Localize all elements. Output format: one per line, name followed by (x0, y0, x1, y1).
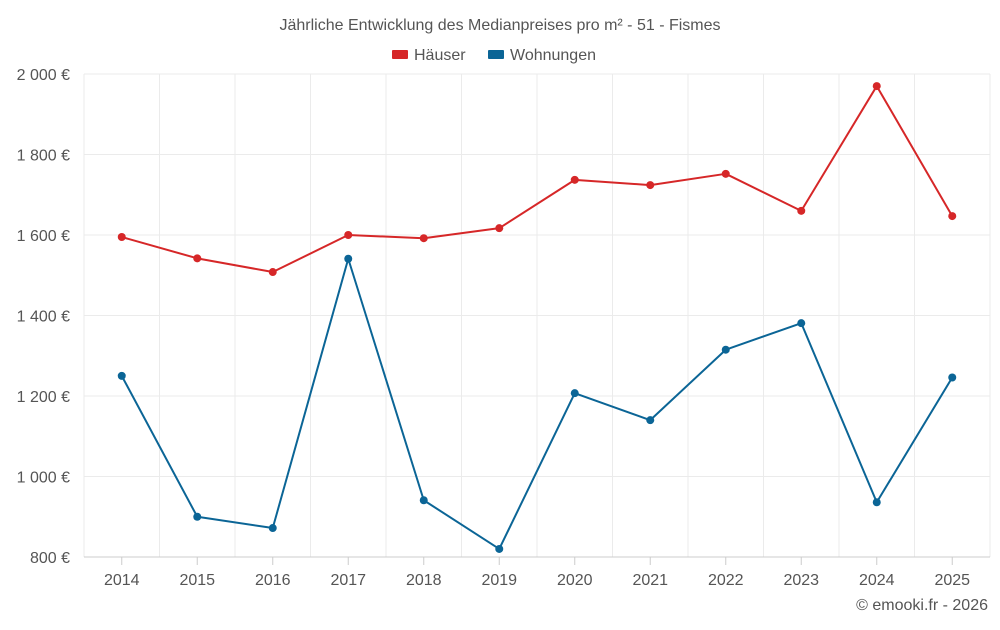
y-tick-label: 800 € (30, 550, 70, 567)
x-tick-label: 2019 (481, 572, 517, 589)
series-wohnungen: Wohnungen 2014: 1250 Wohnungen 2015: 900 W… (117, 254, 957, 553)
y-tick-label: 2 000 € (17, 67, 70, 84)
data-point-haeuser[interactable]: Häuser 2018: 1592 (419, 234, 428, 243)
data-point-haeuser[interactable]: Häuser 2014: 1595 (117, 233, 126, 242)
x-tick-label: 2018 (406, 572, 442, 589)
legend-swatch-haeuser (392, 50, 408, 59)
data-point-wohnungen[interactable]: Wohnungen 2022: 1315 (721, 345, 730, 354)
x-tick-label: 2025 (934, 572, 970, 589)
series: Häuser 2014: 1595 Häuser 2015: 1542 Häuser… (117, 82, 957, 553)
series-line-haeuser (120, 85, 954, 274)
credit-text: © emooki.fr - 2026 (856, 597, 988, 614)
data-point-haeuser[interactable]: Häuser 2025: 1647 (948, 212, 957, 221)
series-haeuser: Häuser 2014: 1595 Häuser 2015: 1542 Häuser… (117, 82, 957, 277)
y-tick-label: 1 000 € (17, 470, 70, 487)
y-tick-label: 1 600 € (17, 228, 70, 245)
data-point-haeuser[interactable]: Häuser 2022: 1752 (721, 169, 730, 178)
data-point-wohnungen[interactable]: Wohnungen 2019: 820 (495, 544, 504, 553)
data-point-wohnungen[interactable]: Wohnungen 2021: 1140 (646, 416, 655, 425)
x-tick-label: 2020 (557, 572, 593, 589)
data-point-wohnungen[interactable]: Wohnungen 2023: 1381 (797, 319, 806, 328)
legend-item-haeuser[interactable]: Häuser (392, 47, 466, 64)
x-tick-label: 2021 (632, 572, 668, 589)
x-tick-label: 2017 (330, 572, 366, 589)
data-point-haeuser[interactable]: Häuser 2015: 1542 (193, 254, 202, 263)
data-point-wohnungen[interactable]: Wohnungen 2014: 1250 (117, 371, 126, 380)
data-point-wohnungen[interactable]: Wohnungen 2015: 900 (193, 512, 202, 521)
data-point-haeuser[interactable]: Häuser 2020: 1737 (570, 175, 579, 184)
legend-swatch-wohnungen (488, 50, 504, 59)
legend-label-wohnungen: Wohnungen (510, 47, 596, 64)
x-tick-label: 2022 (708, 572, 744, 589)
data-point-wohnungen[interactable]: Wohnungen 2020: 1207 (570, 389, 579, 398)
legend-label-haeuser: Häuser (414, 47, 466, 64)
data-point-haeuser[interactable]: Häuser 2024: 1970 (872, 82, 881, 91)
x-tick-label: 2015 (179, 572, 215, 589)
data-point-haeuser[interactable]: Häuser 2016: 1508 (268, 268, 277, 277)
data-point-haeuser[interactable]: Häuser 2021: 1724 (646, 181, 655, 190)
data-point-haeuser[interactable]: Häuser 2019: 1617 (495, 224, 504, 233)
legend-item-wohnungen[interactable]: Wohnungen (488, 47, 596, 64)
data-point-wohnungen[interactable]: Wohnungen 2016: 872 (268, 524, 277, 533)
x-tick-label: 2014 (104, 572, 140, 589)
y-tick-label: 1 400 € (17, 309, 70, 326)
x-tick-label: 2016 (255, 572, 291, 589)
axes: 800 € 1 000 € 1 200 € 1 400 € 1 600 € 1 800 €… (17, 67, 990, 589)
y-tick-label: 1 800 € (17, 148, 70, 165)
chart-title: Jährliche Entwicklung des Medianpreises … (279, 17, 720, 34)
legend: Häuser Wohnungen (392, 47, 596, 64)
data-point-wohnungen[interactable]: Wohnungen 2017: 1541 (344, 254, 353, 263)
data-point-wohnungen[interactable]: Wohnungen 2025: 1246 (948, 373, 957, 382)
data-point-wohnungen[interactable]: Wohnungen 2024: 936 (872, 498, 881, 507)
series-line-wohnungen (120, 257, 954, 550)
data-point-wohnungen[interactable]: Wohnungen 2018: 941 (419, 496, 428, 505)
y-tick-label: 1 200 € (17, 389, 70, 406)
data-point-haeuser[interactable]: Häuser 2023: 1660 (797, 206, 806, 215)
x-tick-label: 2023 (783, 572, 819, 589)
grid (83, 73, 991, 557)
x-tick-label: 2024 (859, 572, 895, 589)
